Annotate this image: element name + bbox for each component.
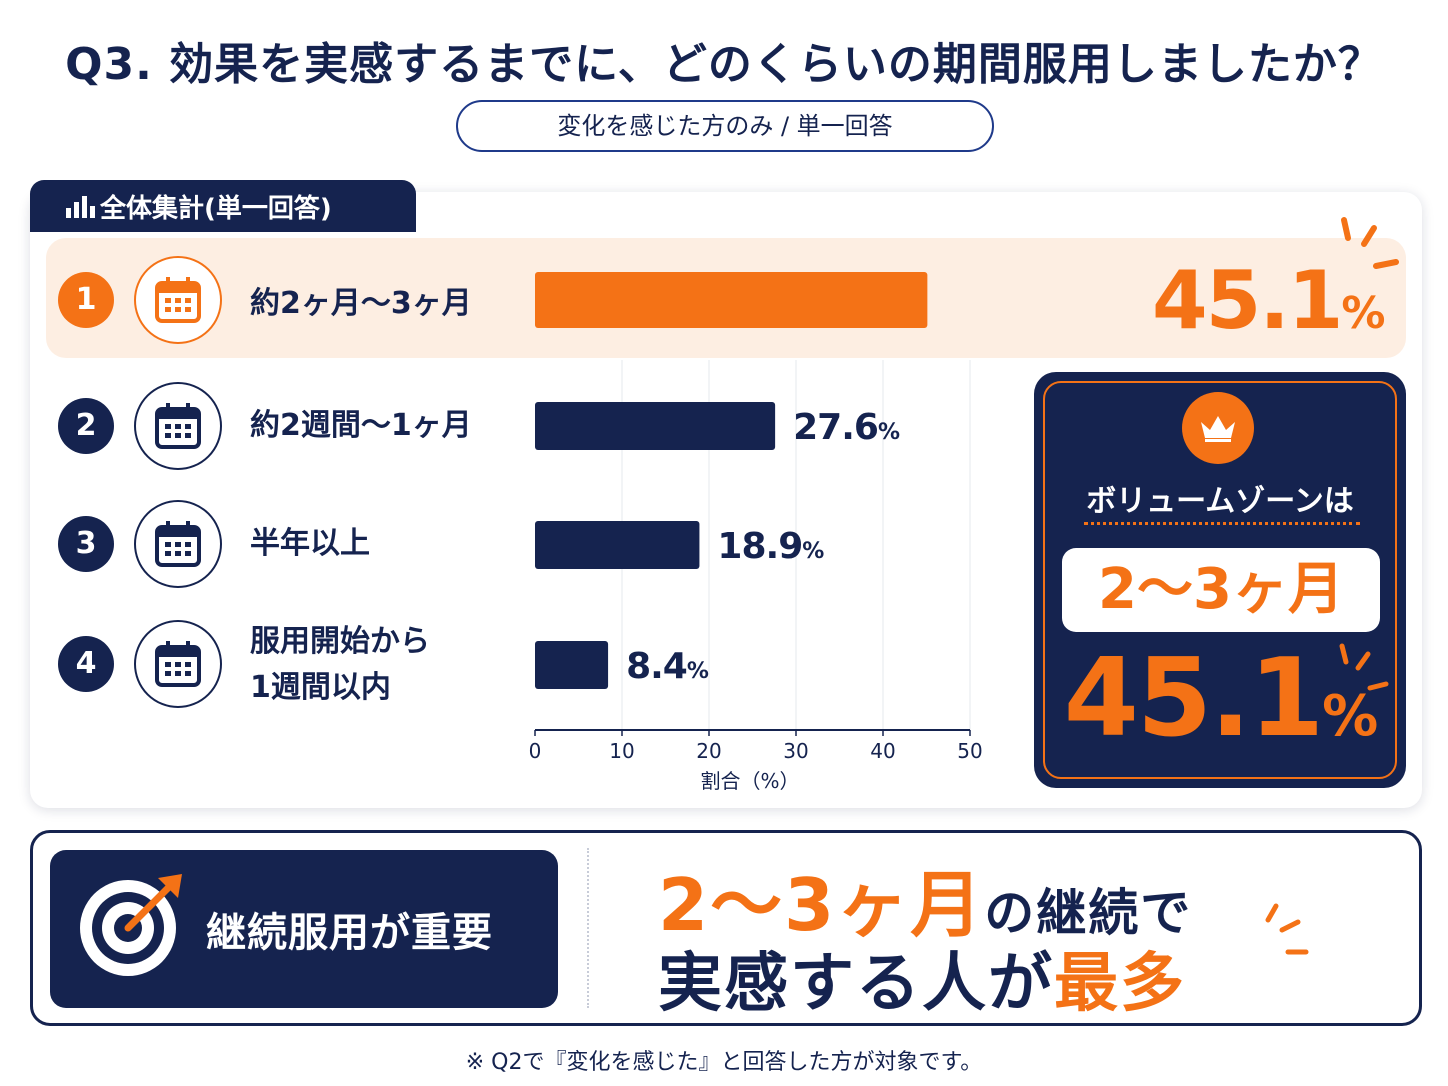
banner-message-line1: 2〜3ヶ月の継続で (658, 846, 1192, 951)
burst-icon (1341, 217, 1399, 269)
banner-message-line2: 実感する人が最多 (658, 932, 1186, 1024)
banner-accent-period: 2〜3ヶ月 (658, 863, 985, 947)
burst-icon (1339, 643, 1389, 691)
category-label: 半年以上 (250, 526, 370, 561)
crown-icon (1182, 392, 1254, 464)
subtitle-pill: 変化を感じた方のみ / 単一回答 (456, 100, 994, 152)
footnote: ※ Q2で『変化を感じた』と回答した方が対象です。 (465, 1050, 983, 1075)
volume-zone-title: ボリュームゾーンは (1086, 484, 1354, 519)
volume-zone-range: 2〜3ヶ月 (1062, 548, 1380, 632)
rank-badge: 4 (58, 636, 114, 692)
banner-line2-main: 実感する人が (658, 947, 1054, 1021)
calendar-icon (134, 382, 222, 470)
banner-accent-most: 最多 (1054, 947, 1186, 1021)
panel-tab-label: 全体集計 (100, 193, 205, 224)
volume-zone-percent-unit: % (1322, 684, 1378, 749)
panel-tab: 全体集計 (単一回答) (30, 180, 416, 232)
target-icon (80, 874, 182, 976)
banner-line1-rest: の継続で (984, 884, 1193, 942)
dotted-divider (1084, 522, 1360, 525)
category-label: 服用開始から (250, 624, 430, 659)
rank-badge: 3 (58, 516, 114, 572)
calendar-icon (134, 500, 222, 588)
rank-badge: 2 (58, 398, 114, 454)
burst-icon (1265, 903, 1309, 955)
calendar-icon (134, 256, 222, 344)
volume-zone-percent-value: 45.1 (1063, 636, 1324, 761)
volume-zone-border (1043, 381, 1397, 779)
panel-tab-sub: (単一回答) (204, 193, 332, 224)
banner-left-text: 継続服用が重要 (206, 910, 493, 956)
bar-chart-icon (66, 196, 95, 218)
category-label: 約2週間〜1ヶ月 (250, 408, 472, 443)
page-title: Q3. 効果を実感するまでに、どのくらいの期間服用しましたか？ (65, 39, 1383, 90)
calendar-icon (134, 620, 222, 708)
category-label: 約2ヶ月〜3ヶ月 (250, 286, 472, 321)
rank-badge: 1 (58, 272, 114, 328)
volume-zone-percent: 45.1% (1034, 636, 1406, 761)
category-label: 1週間以内 (250, 670, 391, 705)
banner-divider (587, 848, 589, 1008)
